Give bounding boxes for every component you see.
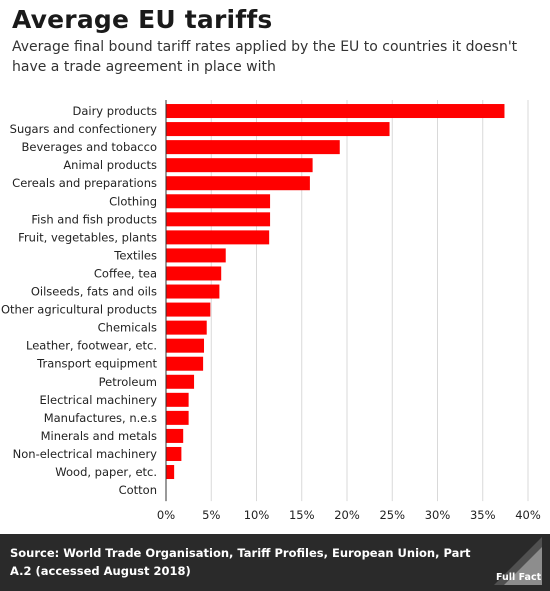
category-label: Oilseeds, fats and oils <box>31 285 157 299</box>
category-label: Minerals and metals <box>41 429 157 443</box>
x-tick-label: 35% <box>470 508 496 522</box>
bar-manufactures-n-e-s <box>166 410 189 425</box>
category-label: Fish and fish products <box>31 212 157 226</box>
bar-oilseeds-fats-and-oils <box>166 284 220 299</box>
category-label: Beverages and tobacco <box>21 140 157 154</box>
category-label: Petroleum <box>99 375 157 389</box>
category-label: Other agricultural products <box>1 303 157 317</box>
bar-electrical-machinery <box>166 392 189 407</box>
category-label: Cereals and preparations <box>12 176 157 190</box>
bar-transport-equipment <box>166 356 204 371</box>
source-citation: World Trade Organisation, Tariff Profile… <box>10 546 471 578</box>
bar-sugars-and-confectionery <box>166 122 390 137</box>
category-label: Transport equipment <box>36 357 157 371</box>
bar-chemicals <box>166 320 207 335</box>
bar-leather-footwear-etc <box>166 338 205 353</box>
bar-coffee-tea <box>166 266 222 281</box>
category-label: Clothing <box>109 194 157 208</box>
x-tick-label: 10% <box>244 508 270 522</box>
logo-text: Full Fact <box>496 572 542 583</box>
source-text: Source: World Trade Organisation, Tariff… <box>10 544 480 580</box>
category-label: Wood, paper, etc. <box>55 465 157 479</box>
bar-wood-paper-etc <box>166 465 175 480</box>
bar-clothing <box>166 194 271 209</box>
chart-title: Average EU tariffs <box>12 5 273 34</box>
bar-minerals-and-metals <box>166 428 184 443</box>
category-label: Animal products <box>63 158 157 172</box>
category-label: Fruit, vegetables, plants <box>18 230 157 244</box>
chart-subtitle: Average final bound tariff rates applied… <box>12 39 518 75</box>
bar-animal-products <box>166 158 313 173</box>
x-tick-label: 25% <box>379 508 405 522</box>
bar-cereals-and-preparations <box>166 176 310 191</box>
category-label: Non-electrical machinery <box>13 447 158 461</box>
source-footer: Source: World Trade Organisation, Tariff… <box>0 534 550 591</box>
x-tick-label: 5% <box>202 508 220 522</box>
bar-fruit-vegetables-plants <box>166 230 270 245</box>
category-label: Leather, footwear, etc. <box>26 339 157 353</box>
full-fact-logo: Full Fact <box>494 537 542 585</box>
category-label: Cotton <box>119 483 157 497</box>
category-label: Sugars and confectionery <box>10 122 158 136</box>
x-tick-label: 20% <box>334 508 360 522</box>
category-label: Manufactures, n.e.s <box>44 411 157 425</box>
bar-non-electrical-machinery <box>166 446 182 461</box>
category-label: Dairy products <box>72 104 157 118</box>
bar-chart: Dairy products Sugars and confectionery Be… <box>1 100 541 522</box>
x-tick-label: 40% <box>515 508 541 522</box>
category-label: Coffee, tea <box>94 266 157 280</box>
bar-textiles <box>166 248 226 263</box>
category-label: Chemicals <box>98 321 157 335</box>
bar-other-agricultural-products <box>166 302 211 317</box>
bar-dairy-products <box>166 104 505 119</box>
source-label: Source: <box>10 546 60 560</box>
bar-beverages-and-tobacco <box>166 140 340 155</box>
bar-petroleum <box>166 374 195 389</box>
bar-fish-and-fish-products <box>166 212 271 227</box>
full-fact-logo-mark <box>494 537 542 585</box>
category-label: Electrical machinery <box>40 393 158 407</box>
x-tick-label: 0% <box>157 508 175 522</box>
x-tick-label: 15% <box>289 508 315 522</box>
category-label: Textiles <box>113 248 157 262</box>
x-tick-label: 30% <box>425 508 451 522</box>
